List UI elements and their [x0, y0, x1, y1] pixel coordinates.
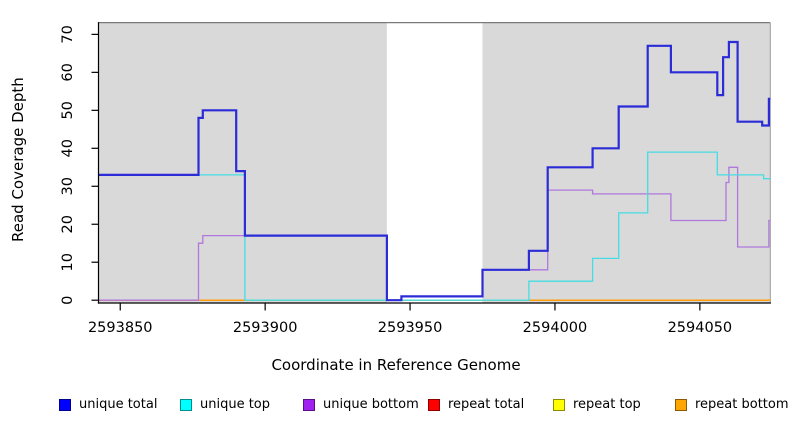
x-axis-title: Coordinate in Reference Genome: [271, 356, 521, 374]
unique-top-swatch-icon: [180, 399, 192, 411]
legend-item-unique-top: unique top: [180, 398, 270, 412]
unique-bottom-swatch-icon: [303, 399, 315, 411]
repeat-total-swatch-icon: [428, 399, 440, 411]
legend-item-repeat-top: repeat top: [553, 398, 641, 412]
repeat-top-swatch-icon: [553, 399, 565, 411]
x-tick-label: 2594000: [523, 320, 588, 336]
y-tick-label: 10: [60, 253, 76, 271]
y-tick-label: 0: [60, 296, 76, 305]
legend-label: unique total: [79, 397, 158, 412]
y-tick-label: 60: [60, 63, 76, 81]
x-tick-label: 2593850: [88, 320, 153, 336]
legend-label: repeat total: [448, 397, 525, 412]
x-tick-label: 2594050: [668, 320, 733, 336]
y-axis-title: Read Coverage Depth: [9, 77, 27, 242]
y-tick-label: 70: [60, 25, 76, 43]
legend-item-repeat-total: repeat total: [428, 398, 524, 412]
series-line-unique-bottom: [98, 166, 771, 301]
repeat-bottom-swatch-icon: [675, 399, 687, 411]
y-tick-label: 50: [60, 101, 76, 119]
y-tick-label: 40: [60, 139, 76, 157]
y-tick-label: 20: [60, 215, 76, 233]
x-tick-label: 2593950: [378, 320, 443, 336]
masked-region: [386, 22, 483, 303]
legend-label: unique bottom: [323, 397, 419, 412]
legend-label: unique top: [200, 397, 271, 412]
series-line-unique-total: [98, 40, 771, 302]
x-tick-label: 2593900: [233, 320, 298, 336]
legend-item-unique-total: unique total: [59, 398, 157, 412]
y-tick-label: 30: [60, 177, 76, 195]
legend-label: repeat bottom: [695, 397, 789, 412]
unique-total-swatch-icon: [59, 399, 71, 411]
legend-item-unique-bottom: unique bottom: [303, 398, 419, 412]
legend-label: repeat top: [573, 397, 641, 412]
legend-item-repeat-bottom: repeat bottom: [675, 398, 789, 412]
